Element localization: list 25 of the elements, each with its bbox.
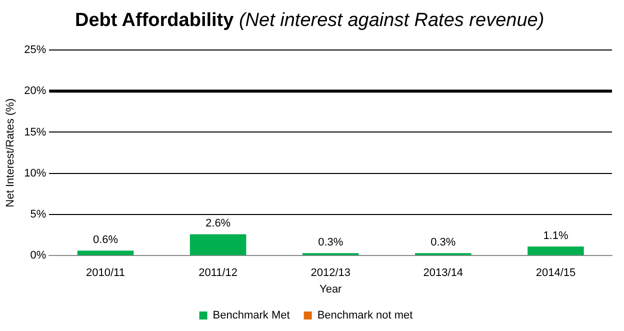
legend-label: Benchmark not met (317, 310, 413, 322)
x-tick-label: 2013/14 (423, 267, 464, 280)
data-label: 2.6% (206, 218, 231, 230)
y-axis-title: Net Interest/Rates (%) (4, 98, 17, 208)
y-tick-label: 20% (24, 85, 46, 98)
data-label: 0.3% (318, 236, 344, 249)
y-tick-label: 0% (30, 250, 46, 262)
x-axis-title: Year (319, 283, 342, 296)
y-tick-label: 5% (30, 208, 46, 221)
x-tick-label: 2011/12 (198, 267, 238, 280)
x-tick-label: 2014/15 (536, 267, 576, 280)
y-tick-label: 15% (24, 126, 46, 138)
chart-subtitle: (Net interest against Rates revenue) (238, 10, 544, 31)
y-tick-label: 25% (24, 44, 46, 56)
data-label: 1.1% (543, 230, 568, 242)
bar (190, 234, 246, 256)
x-tick-label: 2012/13 (310, 267, 350, 280)
y-tick-label: 10% (24, 167, 46, 180)
x-tick-label: 2010/11 (86, 267, 125, 280)
data-label: 0.3% (430, 236, 456, 249)
data-label: 0.6% (92, 234, 118, 246)
bar (77, 250, 134, 256)
chart-title: Debt Affordability (75, 10, 234, 31)
bar (528, 246, 584, 256)
legend-label: Benchmark Met (212, 310, 290, 322)
